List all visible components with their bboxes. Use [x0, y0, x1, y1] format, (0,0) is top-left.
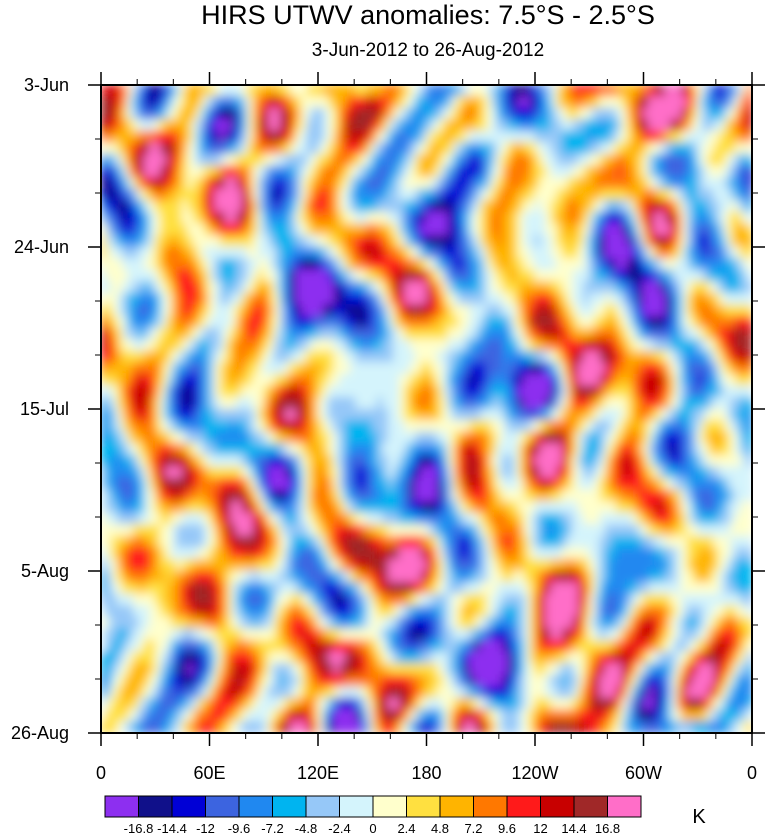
colorbar-swatch — [540, 795, 575, 818]
x-tick-label: 120E — [297, 763, 339, 783]
colorbar-label: -9.6 — [228, 821, 250, 834]
x-tick-label: 120W — [511, 763, 558, 783]
x-tick-label: 0 — [747, 763, 757, 783]
x-tick-label: 60W — [625, 763, 662, 783]
colorbar-label: 12 — [533, 821, 547, 834]
colorbar: -16.8 -14.4 -12 -9.6 -7.2 -4.8 -2.4 0 2.4 4.8 7.2 9… — [104, 795, 706, 834]
colorbar-swatch — [104, 795, 139, 818]
y-tick-label: 15-Jul — [20, 399, 69, 419]
y-tick-label: 3-Jun — [24, 75, 69, 95]
colorbar-label: -16.8 — [124, 821, 154, 834]
colorbar-swatch — [406, 795, 441, 818]
colorbar-label: 14.4 — [561, 821, 586, 834]
colorbar-swatch — [439, 795, 474, 818]
colorbar-label: 4.8 — [431, 821, 449, 834]
colorbar-swatch — [506, 795, 541, 818]
colorbar-swatch — [205, 795, 240, 818]
colorbar-swatch — [339, 795, 374, 818]
colorbar-label: 2.4 — [397, 821, 415, 834]
colorbar-label: 16.8 — [595, 821, 620, 834]
colorbar-swatch — [238, 795, 273, 818]
anomaly-field — [101, 85, 752, 733]
y-tick-label: 26-Aug — [11, 723, 69, 743]
colorbar-label: -7.2 — [261, 821, 283, 834]
colorbar-swatch — [473, 795, 508, 818]
colorbar-label: 0 — [369, 821, 376, 834]
colorbar-label: -4.8 — [295, 821, 317, 834]
colorbar-label: 7.2 — [464, 821, 482, 834]
colorbar-swatch — [138, 795, 173, 818]
x-tick-label: 0 — [96, 763, 106, 783]
colorbar-label: 9.6 — [498, 821, 516, 834]
chart-title: HIRS UTWV anomalies: 7.5°S - 2.5°S — [201, 0, 655, 30]
y-tick-label: 24-Jun — [14, 237, 69, 257]
colorbar-units: K — [692, 806, 706, 828]
y-tick-label: 5-Aug — [21, 561, 69, 581]
colorbar-swatch — [305, 795, 340, 818]
chart-subtitle: 3-Jun-2012 to 26-Aug-2012 — [311, 40, 545, 61]
colorbar-swatch — [171, 795, 206, 818]
colorbar-label: -2.4 — [328, 821, 350, 834]
colorbar-swatch — [573, 795, 608, 818]
colorbar-label: -12 — [196, 821, 215, 834]
colorbar-swatch — [272, 795, 307, 818]
x-tick-label: 180 — [411, 763, 441, 783]
colorbar-swatch — [607, 795, 642, 818]
colorbar-swatch — [372, 795, 407, 818]
x-tick-label: 60E — [193, 763, 225, 783]
colorbar-label: -14.4 — [157, 821, 187, 834]
